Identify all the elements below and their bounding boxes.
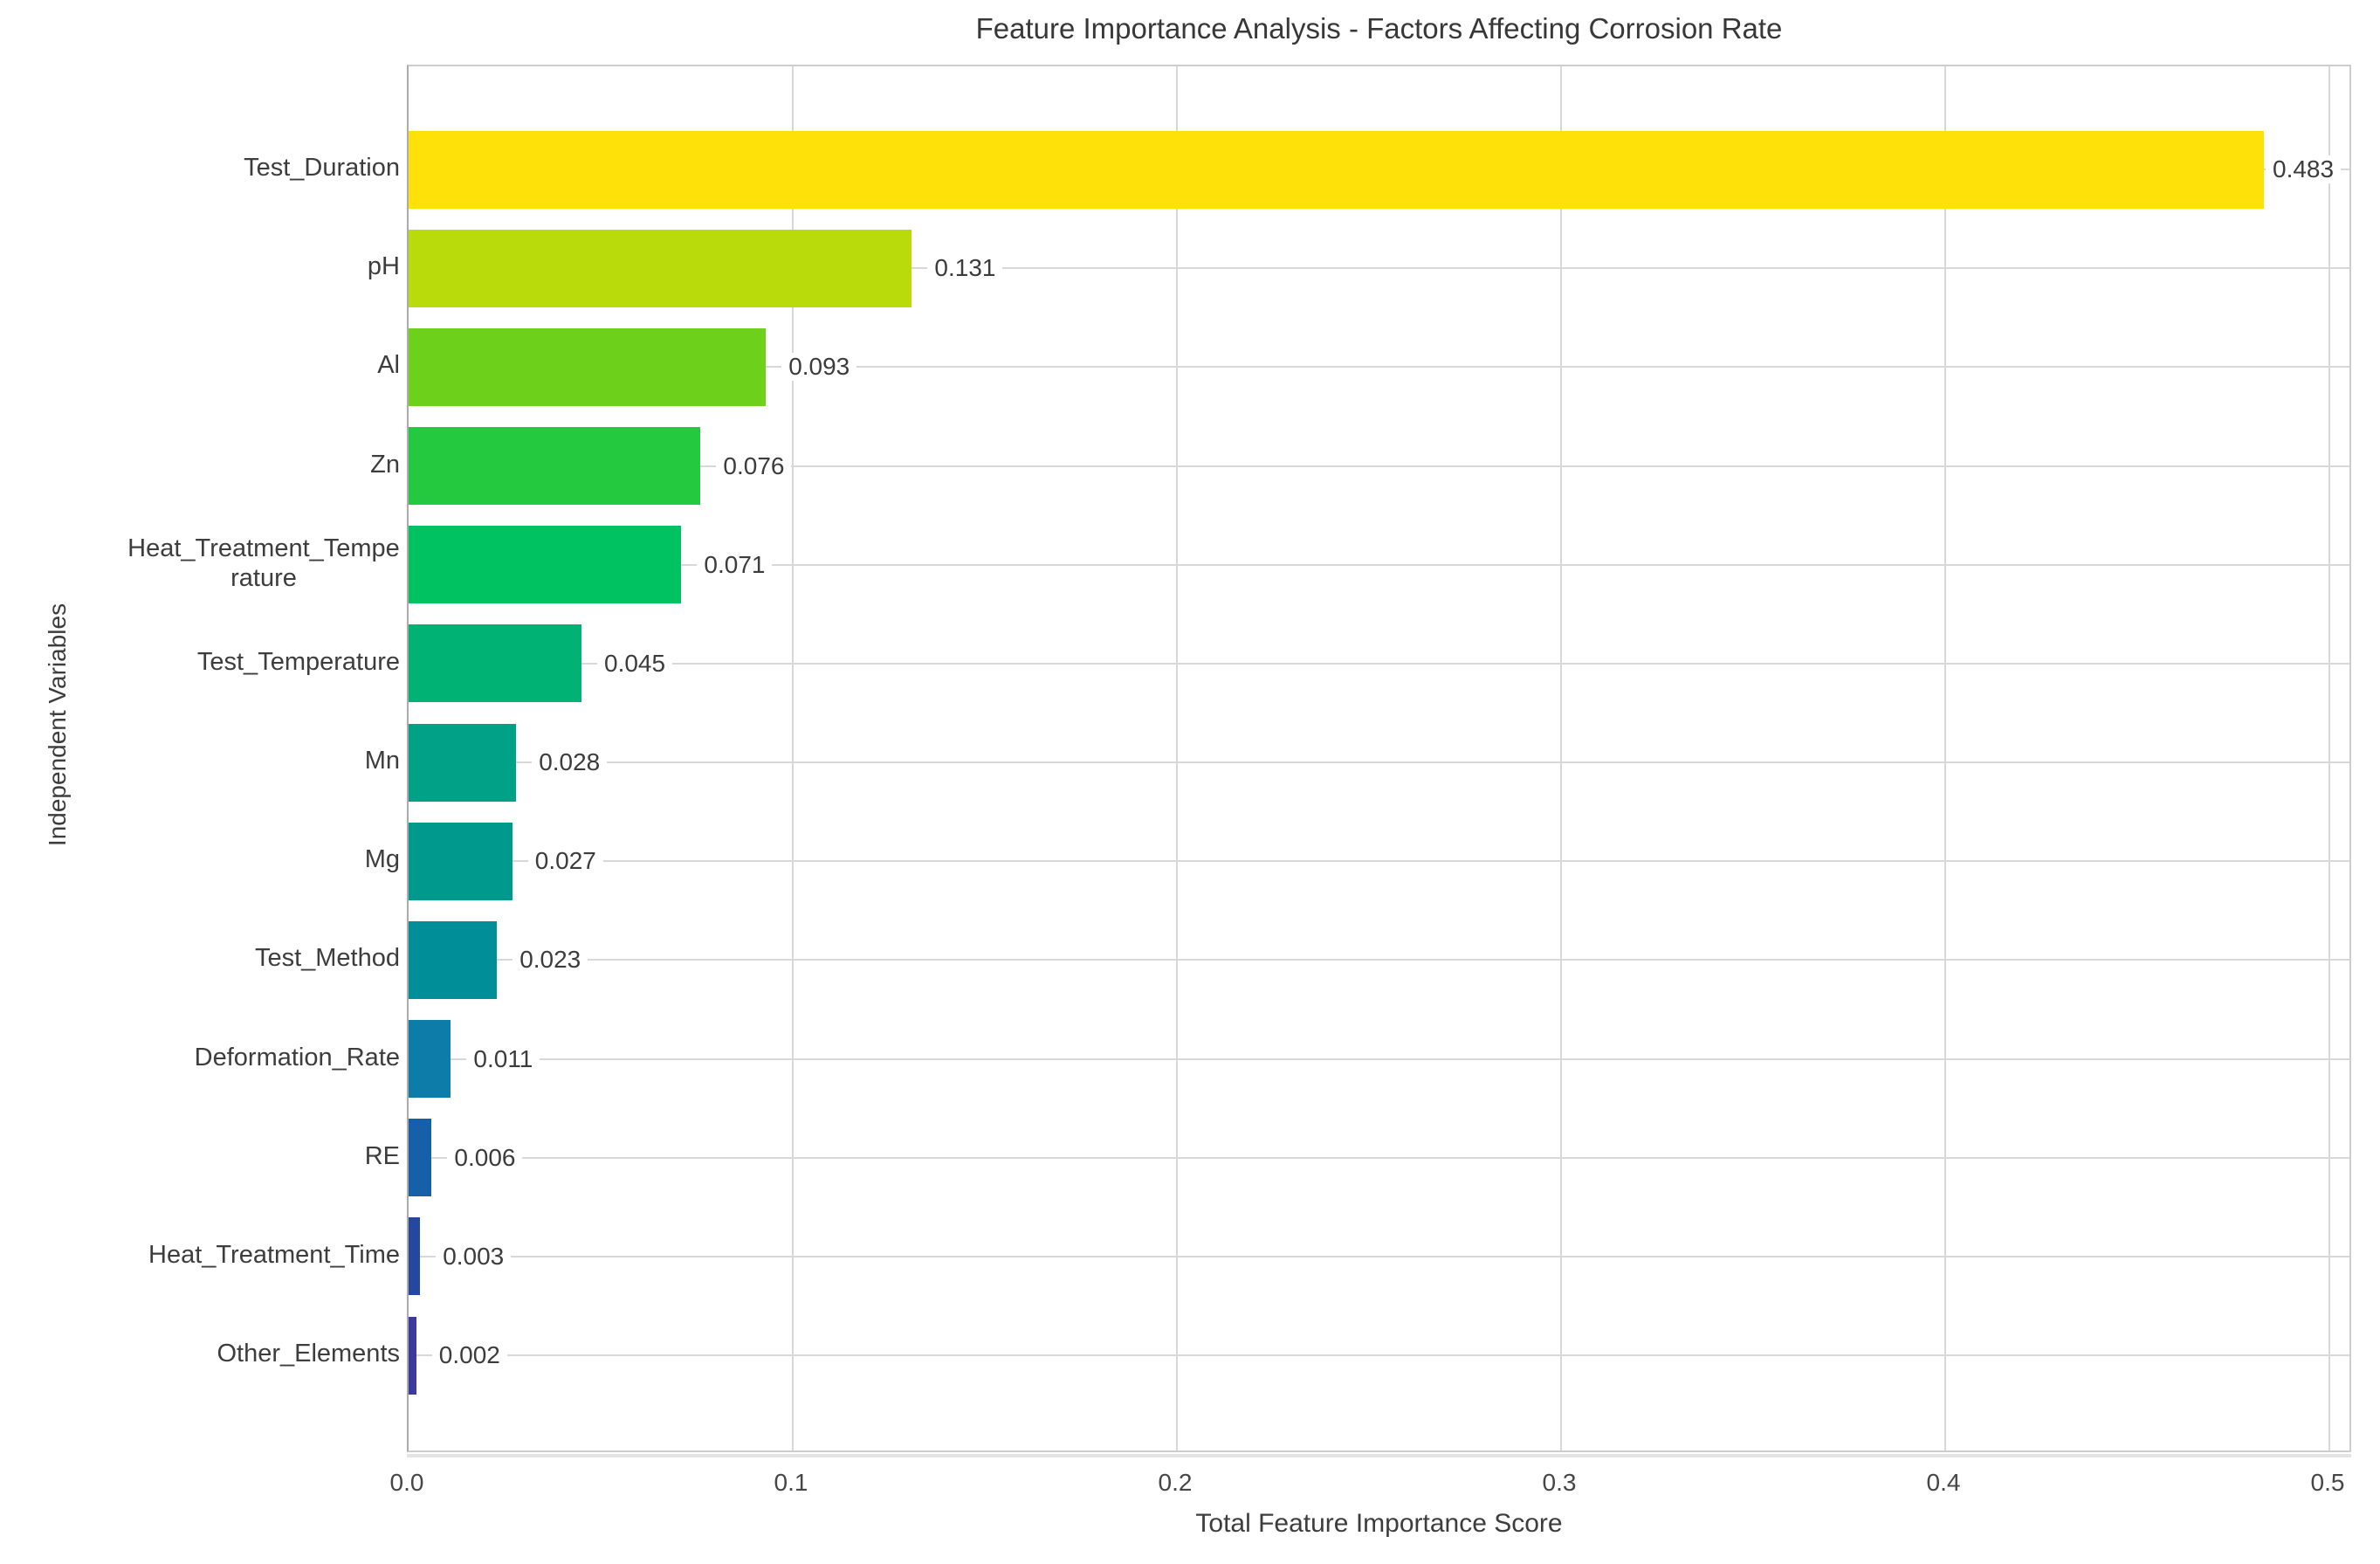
y-tick-label: pH [367,252,400,281]
gridline-row [409,1354,2349,1357]
bar-value-label: 0.028 [532,748,608,777]
bar [409,920,498,999]
y-tick-label: Test_Duration [244,153,400,182]
y-tick-label: Zn [370,450,400,479]
y-tick-label: Heat_Treatment_Temperature [127,534,400,592]
y-tick-label: Heat_Treatment_Time [148,1240,400,1269]
y-tick-label: Mg [364,845,400,874]
x-tick-label: 0.2 [1158,1469,1193,1496]
gridline-row [409,1058,2349,1060]
bar-value-label: 0.027 [527,847,603,876]
y-tick-label: Al [377,351,400,380]
x-tick-label: 0.0 [389,1469,424,1496]
bar [409,427,701,505]
bar-value-label: 0.076 [716,451,792,480]
gridline-row [409,366,2349,369]
bar-value-label: 0.011 [466,1044,540,1073]
y-axis-title: Independent Variables [44,603,71,847]
x-tick-label: 0.1 [774,1469,808,1496]
gridline-x [1944,66,1946,1450]
y-tick-label: Mn [364,746,400,775]
gridline-row [409,267,2349,270]
bar-value-label: 0.483 [2266,155,2342,183]
gridline-x [1560,66,1562,1450]
bar [409,723,517,802]
bar [409,229,912,307]
x-axis-title: Total Feature Importance Score [1195,1509,1563,1538]
bar [409,1316,416,1395]
y-tick-label: RE [364,1141,400,1170]
y-tick-label: Test_Method [254,944,400,973]
x-tick-label: 0.5 [2310,1469,2345,1496]
gridline-x [1176,66,1178,1450]
bar [409,1217,421,1296]
bar-value-label: 0.002 [431,1341,507,1370]
x-tick-label: 0.4 [1926,1469,1961,1496]
gridline-row [409,662,2349,665]
bar-value-label: 0.093 [781,353,857,382]
y-tick-label: Deformation_Rate [194,1043,400,1071]
bar [409,130,2265,209]
gridline-row [409,959,2349,961]
bar [409,327,767,406]
bar-value-label: 0.003 [436,1242,512,1271]
bar-value-label: 0.071 [697,550,773,579]
bar-value-label: 0.045 [597,649,673,678]
x-tick-label: 0.3 [1542,1469,1577,1496]
chart-title: Feature Importance Analysis - Factors Af… [975,12,1783,45]
plot-area: 0.483 0.131 0.093 0.076 0.071 0.045 0.028 0.027… [407,65,2351,1452]
gridline-row [409,563,2349,566]
x-axis-spine [407,1454,2351,1457]
gridline-row [409,761,2349,764]
gridline-row [409,465,2349,467]
bar [409,624,581,703]
gridline-row [409,1156,2349,1159]
bar-value-label: 0.023 [512,946,588,975]
gridline-row [409,1255,2349,1257]
bar [409,822,512,900]
bar-value-label: 0.131 [927,254,1003,283]
bar [409,1020,451,1099]
gridline-x [792,66,794,1450]
gridline-row [409,860,2349,863]
bar [409,1119,432,1197]
y-tick-label: Other_Elements [217,1339,400,1368]
bar-value-label: 0.006 [447,1143,523,1172]
gridline-x [2328,66,2330,1450]
y-tick-label: Test_Temperature [196,647,400,676]
bar [409,526,682,604]
